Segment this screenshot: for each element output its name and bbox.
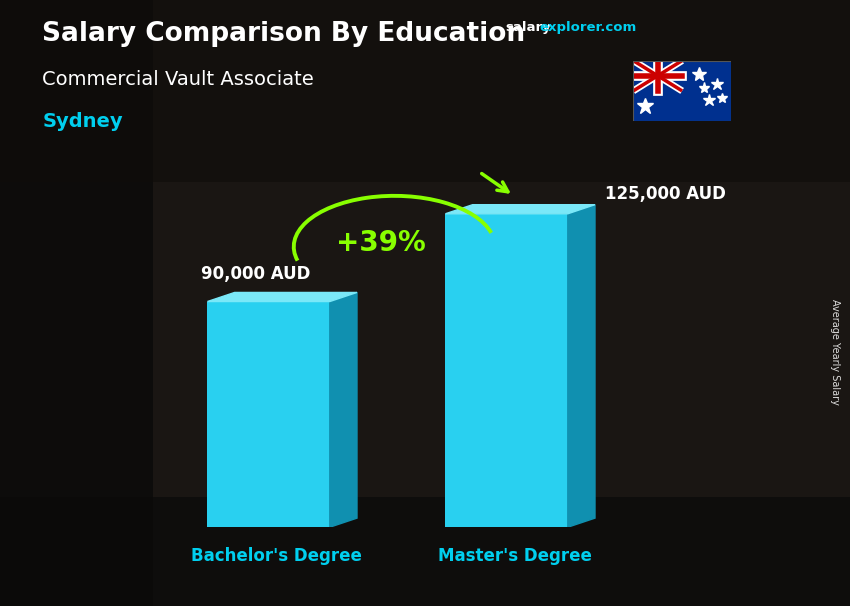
Text: Master's Degree: Master's Degree <box>438 547 592 565</box>
Bar <box>0 0 850 182</box>
Text: Bachelor's Degree: Bachelor's Degree <box>191 547 362 565</box>
Bar <box>207 302 330 527</box>
Polygon shape <box>568 205 595 527</box>
Polygon shape <box>207 293 357 302</box>
Polygon shape <box>330 293 357 527</box>
Text: 125,000 AUD: 125,000 AUD <box>605 185 726 203</box>
Text: Salary Comparison By Education: Salary Comparison By Education <box>42 21 525 47</box>
Text: explorer.com: explorer.com <box>540 21 637 34</box>
Polygon shape <box>445 205 595 214</box>
Bar <box>445 214 568 527</box>
Text: Sydney: Sydney <box>42 112 123 131</box>
Bar <box>0 497 850 606</box>
Text: Commercial Vault Associate: Commercial Vault Associate <box>42 70 314 88</box>
Text: Average Yearly Salary: Average Yearly Salary <box>830 299 840 404</box>
Text: 90,000 AUD: 90,000 AUD <box>201 265 310 284</box>
Text: +39%: +39% <box>336 229 426 257</box>
Bar <box>0 0 153 606</box>
Text: salary: salary <box>506 21 552 34</box>
